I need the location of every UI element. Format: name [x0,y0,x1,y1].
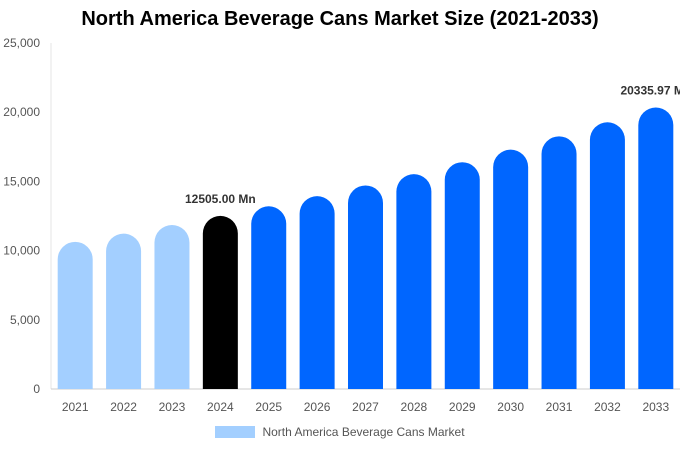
data-label-2033: 20335.97 Mn [620,84,680,98]
bar-2029 [444,162,480,389]
bar-2026 [299,196,335,389]
data-label-2024: 12505.00 Mn [185,192,256,206]
bar-2024 [202,215,238,389]
y-tick-label: 0 [33,382,40,396]
x-tick-label: 2032 [594,400,621,414]
bar-2025 [251,206,287,389]
x-tick-label: 2029 [449,400,476,414]
x-tick-label: 2033 [642,400,669,414]
x-tick-label: 2027 [352,400,379,414]
bar-2022 [106,233,142,389]
y-tick-label: 10,000 [3,244,40,258]
bar-2027 [348,185,383,389]
bar-2033 [638,107,674,390]
chart-title: North America Beverage Cans Market Size … [81,8,599,30]
x-tick-label: 2030 [497,400,524,414]
x-tick-label: 2025 [255,400,282,414]
x-tick-label: 2022 [110,400,137,414]
y-tick-label: 5,000 [10,313,40,327]
bar-2021 [57,241,93,389]
y-tick-label: 20,000 [3,105,40,119]
x-tick-label: 2028 [401,400,428,414]
legend-swatch [215,426,256,438]
x-tick-label: 2026 [304,400,331,414]
bar-2028 [396,174,432,389]
bar-2032 [589,122,625,389]
x-tick-label: 2024 [207,400,234,414]
bar-2023 [154,225,190,389]
y-tick-label: 15,000 [3,174,40,188]
y-tick-label: 25,000 [3,36,40,50]
x-tick-label: 2023 [159,400,186,414]
bar-2031 [541,136,577,389]
legend-label: North America Beverage Cans Market [262,425,465,439]
x-tick-label: 2021 [62,400,89,414]
bar-2030 [493,149,529,389]
legend: North America Beverage Cans Market [0,425,680,439]
x-tick-label: 2031 [546,400,573,414]
